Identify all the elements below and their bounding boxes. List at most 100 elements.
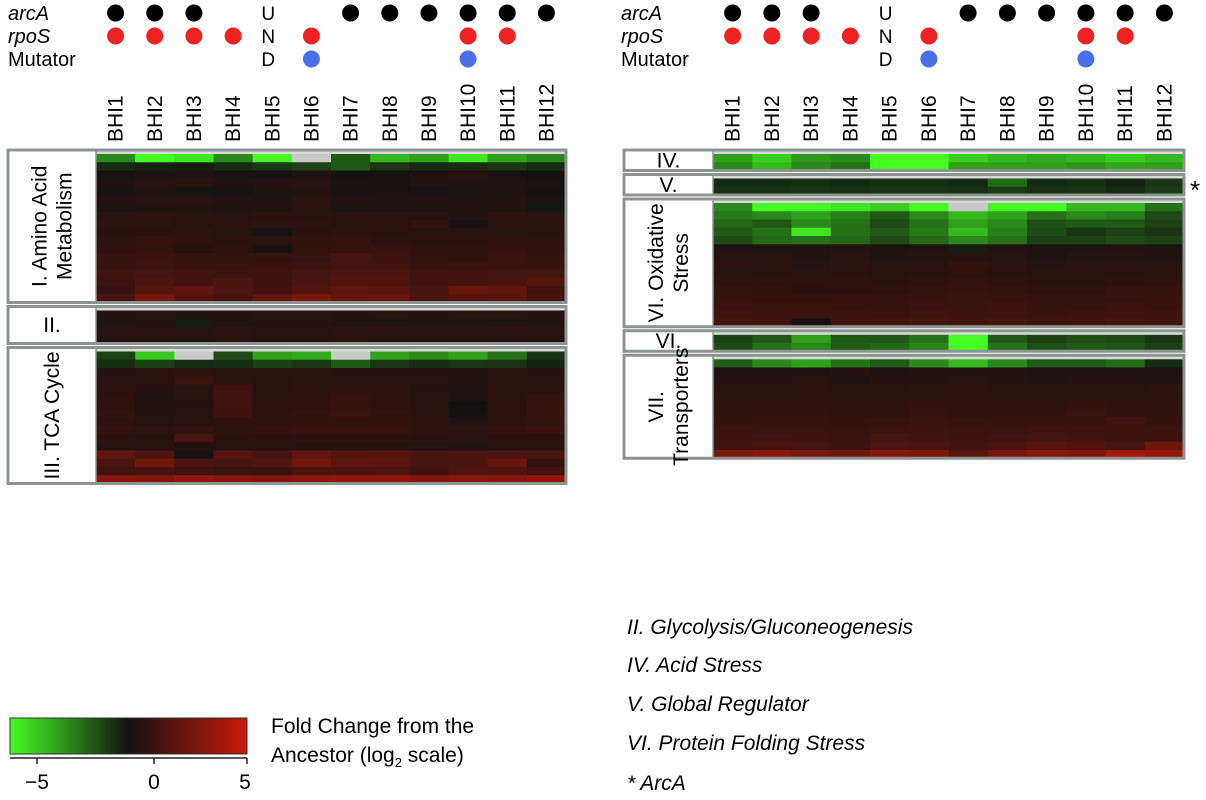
heatmap-cell — [909, 285, 949, 295]
heatmap-cell — [830, 310, 871, 319]
heatmap-cell — [987, 408, 1028, 418]
heatmap-cell — [1027, 293, 1067, 303]
heatmap-cell — [370, 318, 410, 328]
heatmap-cell — [331, 162, 371, 171]
heatmap-cell — [948, 252, 989, 262]
heatmap-cell — [752, 433, 792, 443]
heatmap-cell — [1027, 310, 1067, 319]
heatmap-cell — [1066, 384, 1106, 393]
section-label: III. TCA Cycle — [41, 352, 64, 480]
heatmap-cell — [331, 425, 371, 435]
heatmap-cell — [487, 384, 528, 394]
color-scale-tick-label: −5 — [25, 771, 49, 794]
genotype-marker-blue — [920, 50, 938, 68]
heatmap-cell — [526, 434, 567, 443]
heatmap-cell — [870, 219, 910, 229]
section-frame — [622, 197, 1186, 329]
heatmap-cell — [909, 203, 949, 212]
section-top-strip — [713, 150, 1184, 154]
heatmap-cell — [291, 458, 332, 468]
heatmap-cell — [370, 220, 410, 229]
footnote: VI. Protein Folding Stress — [627, 732, 866, 755]
heatmap-cell — [870, 359, 910, 368]
heatmap-cell — [752, 441, 792, 451]
heatmap-cell — [1027, 178, 1067, 188]
heatmap-cell — [1144, 260, 1185, 270]
heatmap-cell — [291, 203, 332, 213]
heatmap-cell — [370, 425, 410, 435]
heatmap-cell — [96, 236, 136, 246]
heatmap-cell — [135, 203, 175, 213]
heatmap-cell — [1066, 293, 1106, 303]
genotype-marker-black — [1155, 4, 1173, 22]
heatmap-cell — [409, 327, 449, 336]
heatmap-cell — [1144, 293, 1185, 303]
heatmap-cell — [713, 293, 753, 303]
heatmap-cell — [948, 425, 989, 434]
heatmap-cell — [526, 220, 567, 229]
sample-label: BHI1 — [105, 95, 128, 142]
heatmap-cell — [213, 327, 254, 336]
genotype-row-label: arcA — [8, 3, 49, 25]
heatmap-cell — [752, 236, 792, 245]
heatmap-cell — [987, 227, 1028, 237]
heatmap-cell — [713, 244, 753, 253]
heatmap-cell — [948, 318, 989, 328]
heatmap-cell — [252, 277, 293, 287]
heatmap-cell — [96, 253, 136, 262]
heatmap-cell — [409, 434, 449, 443]
heatmap-cell — [135, 261, 175, 270]
heatmap-cell — [252, 220, 293, 229]
heatmap-cell — [948, 285, 989, 295]
heatmap-cell — [526, 458, 567, 468]
heatmap-cell — [830, 392, 871, 401]
heatmap-cell — [370, 253, 410, 262]
heatmap-cell — [1066, 417, 1106, 426]
heatmap-cell — [331, 327, 371, 336]
heatmap-cell — [1105, 244, 1146, 253]
heatmap-cell — [791, 203, 832, 212]
heatmap-cell — [331, 318, 371, 328]
heatmap-cell — [331, 277, 371, 287]
heatmap-cell — [135, 327, 175, 336]
heatmap-cell — [409, 253, 449, 262]
heatmap-cell — [870, 227, 910, 237]
heatmap-cell — [791, 252, 832, 262]
heatmap-cell — [830, 244, 871, 253]
heatmap-cell — [1105, 203, 1146, 212]
genotype-row-label: Mutator — [621, 49, 689, 71]
heatmap-cell — [213, 203, 254, 213]
heatmap-cell — [1144, 277, 1185, 286]
heatmap-cell — [331, 244, 371, 254]
heatmap-cell — [1027, 302, 1067, 311]
sample-label: BHI4 — [222, 95, 245, 142]
heatmap-cell — [1066, 359, 1106, 368]
heatmap-cell — [987, 219, 1028, 229]
heatmap-cell — [830, 277, 871, 286]
heatmap-cell — [987, 293, 1028, 303]
heatmap-cell — [948, 203, 989, 212]
heatmap-cell — [331, 170, 371, 180]
heatmap-cell — [96, 154, 136, 163]
section-label-box — [8, 306, 96, 344]
heatmap-cell — [870, 244, 910, 253]
heatmap-cell — [987, 203, 1028, 212]
heatmap-cell — [291, 335, 332, 344]
heatmap-cell — [252, 409, 293, 418]
heatmap-cell — [791, 441, 832, 451]
heatmap-cell — [174, 203, 214, 213]
heatmap-cell — [291, 425, 332, 435]
heatmap-cell — [752, 318, 792, 328]
section-label: VI. — [656, 330, 682, 353]
heatmap-cell — [448, 294, 489, 303]
heatmap-cell — [752, 400, 792, 410]
heatmap-cell — [174, 318, 214, 328]
section-top-strip — [96, 150, 566, 154]
heatmap-cell — [96, 310, 136, 320]
heatmap-cell — [331, 269, 371, 279]
heatmap-cell — [1105, 260, 1146, 270]
heatmap-cell — [752, 384, 792, 393]
heatmap-cell — [252, 269, 293, 279]
heatmap-cell — [331, 335, 371, 344]
heatmap-cell — [213, 425, 254, 435]
